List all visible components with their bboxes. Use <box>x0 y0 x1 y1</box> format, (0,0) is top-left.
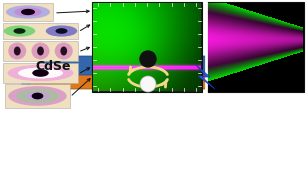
Ellipse shape <box>6 5 50 19</box>
Ellipse shape <box>25 91 51 101</box>
Ellipse shape <box>8 86 67 106</box>
FancyBboxPatch shape <box>3 41 78 61</box>
Ellipse shape <box>21 9 35 15</box>
FancyBboxPatch shape <box>3 23 78 39</box>
Polygon shape <box>22 56 47 89</box>
Ellipse shape <box>4 25 35 37</box>
Ellipse shape <box>14 8 42 16</box>
Ellipse shape <box>14 46 21 56</box>
FancyBboxPatch shape <box>206 2 304 92</box>
FancyBboxPatch shape <box>3 63 78 83</box>
Ellipse shape <box>46 25 77 37</box>
Ellipse shape <box>37 46 44 56</box>
Ellipse shape <box>32 93 43 99</box>
Polygon shape <box>240 56 265 89</box>
Ellipse shape <box>8 43 26 60</box>
Ellipse shape <box>18 67 63 78</box>
Circle shape <box>140 76 156 92</box>
Ellipse shape <box>55 28 67 34</box>
Ellipse shape <box>16 89 59 103</box>
FancyBboxPatch shape <box>5 84 70 108</box>
Ellipse shape <box>7 65 74 81</box>
Ellipse shape <box>31 43 50 60</box>
Ellipse shape <box>14 28 26 34</box>
Polygon shape <box>22 56 265 75</box>
Polygon shape <box>195 64 215 89</box>
Text: CdSe: CdSe <box>35 60 71 74</box>
FancyBboxPatch shape <box>3 3 53 21</box>
Ellipse shape <box>60 46 67 56</box>
FancyBboxPatch shape <box>92 2 202 92</box>
Ellipse shape <box>32 69 49 77</box>
Polygon shape <box>22 71 265 89</box>
Circle shape <box>140 51 156 67</box>
Ellipse shape <box>55 43 73 60</box>
